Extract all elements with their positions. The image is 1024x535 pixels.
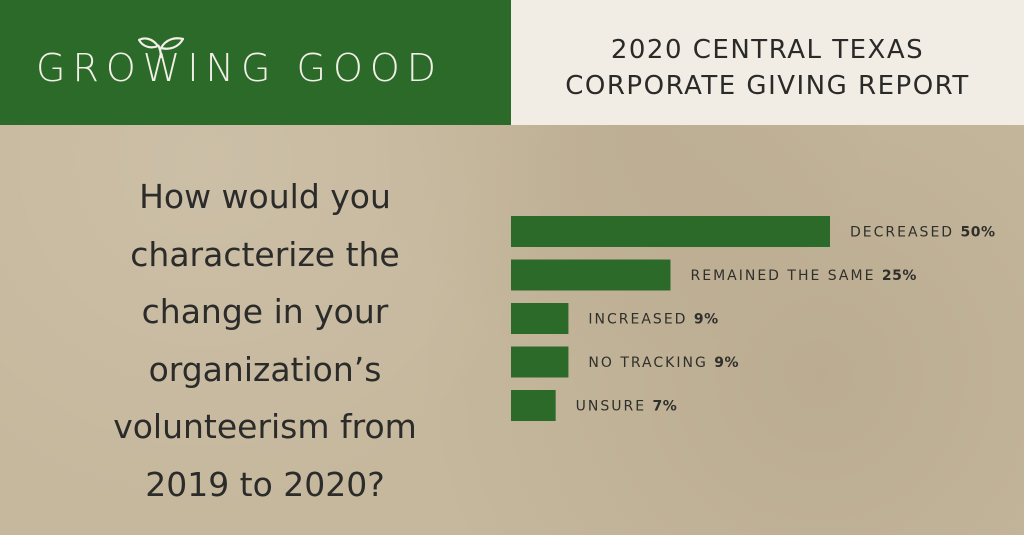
bar-category-label: UNSURE (576, 399, 653, 415)
sprout-leaves-icon (138, 37, 184, 59)
bar-category-label: NO TRACKING (588, 355, 714, 371)
bar-value-label: 7% (653, 399, 678, 415)
bar (511, 216, 830, 247)
report-title-line-1: 2020 CENTRAL TEXAS (610, 35, 925, 65)
question-line: volunteerism from (113, 407, 417, 446)
bar-label: NO TRACKING 9% (588, 355, 739, 371)
bar-value-label: 9% (694, 312, 719, 328)
report-title-panel: 2020 CENTRAL TEXAS CORPORATE GIVING REPO… (511, 0, 1024, 125)
question-line: organization’s (148, 349, 382, 389)
survey-question: How would you characterize the change in… (55, 168, 475, 513)
question-line: 2019 to 2020? (145, 464, 385, 504)
bar (511, 346, 569, 378)
bar-label: INCREASED 9% (588, 312, 718, 328)
bar-value-label: 50% (961, 225, 996, 241)
bar (511, 390, 556, 421)
bar-category-label: REMAINED THE SAME (691, 268, 882, 284)
bar-value-label: 9% (714, 355, 739, 371)
question-line: characterize the (130, 234, 400, 274)
bar-label: REMAINED THE SAME 25% (691, 268, 917, 284)
bar-label: UNSURE 7% (576, 399, 678, 415)
bar-label: DECREASED 50% (850, 225, 996, 241)
bar-category-label: INCREASED (588, 312, 694, 328)
bar-category-label: DECREASED (850, 225, 961, 241)
bar-value-label: 25% (882, 268, 917, 284)
question-line: How would you (139, 177, 391, 216)
report-title-line-2: CORPORATE GIVING REPORT (565, 71, 970, 101)
brand-header: GROWING GOOD (0, 0, 511, 125)
bar (511, 259, 671, 291)
brand-logo-text: GROWING GOOD (36, 46, 444, 90)
bar (511, 303, 569, 334)
report-title: 2020 CENTRAL TEXAS CORPORATE GIVING REPO… (511, 32, 1024, 104)
question-line: change in your (141, 292, 389, 331)
